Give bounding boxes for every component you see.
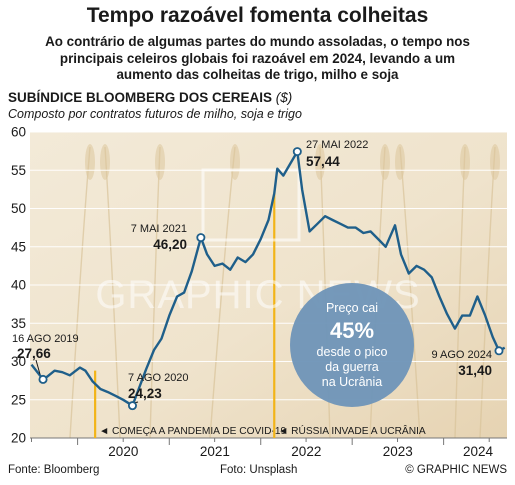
callout-percent: 45%	[330, 318, 374, 343]
annotation-value-label: 57,44	[306, 154, 340, 169]
event-label: ◄ COMEÇA A PANDEMIA DE COVID-19	[99, 426, 286, 437]
annotation-leader	[35, 359, 41, 375]
watermark-logo	[201, 168, 301, 242]
chart-subtitle: Composto por contratos futuros de milho,…	[8, 107, 302, 121]
annotation-date-label: 9 AGO 2024	[431, 349, 492, 361]
wheat-ear-decoration	[490, 144, 500, 180]
annotation-date-label: 7 MAI 2021	[131, 223, 187, 235]
callout-line: desde o pico	[317, 345, 388, 359]
annotated-point-marker	[292, 147, 302, 157]
wheat-ear-decoration	[230, 144, 240, 180]
y-tick-label: 30	[11, 354, 26, 369]
x-tick-label: 2022	[291, 444, 321, 459]
page-title: Tempo razoável fomenta colheitas	[86, 4, 429, 27]
annotated-point-marker	[196, 233, 206, 243]
annotated-point-marker	[127, 401, 137, 411]
wheat-ear-decoration	[100, 144, 110, 180]
x-tick-label: 2021	[200, 444, 230, 459]
wheat-ear-decoration	[460, 144, 470, 180]
footer-source: Fonte: Bloomberg	[8, 464, 100, 476]
annotation-date-label: 7 AGO 2020	[128, 372, 189, 384]
footer-copyright: © GRAPHIC NEWS	[405, 464, 507, 476]
annotated-point-marker	[494, 346, 504, 356]
annotation-value-label: 46,20	[153, 237, 187, 252]
wheat-ear-decoration	[155, 144, 165, 180]
wheat-ear-decoration	[315, 144, 325, 180]
wheat-ear-decoration	[85, 144, 95, 180]
annotated-point-marker	[38, 374, 48, 384]
subtitle-line: principais celeiros globais foi razoável…	[59, 50, 456, 66]
y-tick-label: 45	[11, 239, 26, 254]
subtitle-line: Ao contrário de algumas partes do mundo …	[45, 34, 470, 49]
footer-photo-credit: Foto: Unsplash	[220, 464, 298, 476]
callout-bubble	[290, 283, 414, 407]
y-tick-label: 40	[11, 278, 26, 293]
subtitle-line: aumento das colheitas de trigo, milho e …	[116, 67, 399, 82]
y-tick-label: 60	[11, 125, 26, 140]
wheat-ear-decoration	[380, 144, 390, 180]
x-tick-label: 2024	[463, 444, 494, 459]
annotation-value-label: 24,23	[128, 386, 162, 401]
callout-line: na Ucrânia	[322, 375, 382, 389]
annotation-value-label: 27,66	[17, 346, 51, 361]
page-subtitle: Ao contrário de algumas partes do mundo …	[0, 34, 515, 84]
y-tick-label: 55	[11, 163, 26, 178]
wheat-ear-decoration	[395, 144, 405, 180]
y-tick-label: 20	[11, 431, 26, 446]
y-tick-label: 25	[11, 392, 26, 407]
event-label: ◄ RÚSSIA INVADE A UCRÂNIA	[278, 424, 426, 437]
x-tick-label: 2023	[383, 444, 413, 459]
callout-line: Preço cai	[326, 301, 378, 315]
chart-unit: ($)	[275, 90, 293, 105]
y-tick-label: 50	[11, 201, 26, 216]
annotation-date-label: 16 AGO 2019	[12, 333, 79, 345]
chart-title: SUBÍNDICE BLOOMBERG DOS CEREAIS ($)	[8, 90, 292, 105]
annotation-date-label: 27 MAI 2022	[306, 139, 368, 151]
callout-line: da guerra	[325, 360, 379, 374]
annotation-leader	[135, 401, 139, 404]
chart-title-text: SUBÍNDICE BLOOMBERG DOS CEREAIS	[8, 90, 273, 105]
series-line	[30, 150, 506, 407]
y-tick-label: 35	[11, 316, 26, 331]
annotation-value-label: 31,40	[458, 363, 492, 378]
x-tick-label: 2020	[108, 444, 138, 459]
